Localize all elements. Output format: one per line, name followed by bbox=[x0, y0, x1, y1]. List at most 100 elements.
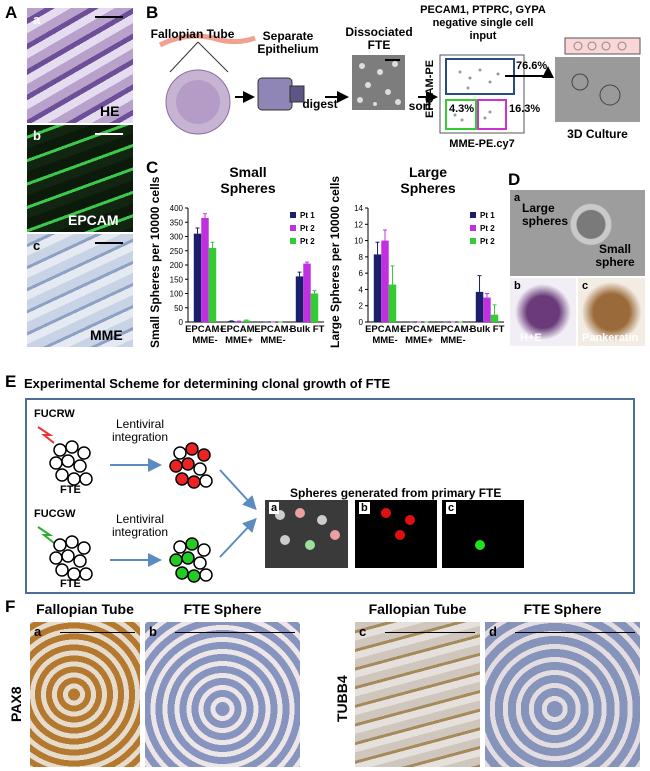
y-tick-label: 2 bbox=[359, 302, 364, 311]
legend-swatch bbox=[290, 225, 296, 231]
panel-title: Experimental Scheme for determining clon… bbox=[24, 376, 391, 391]
error-bar bbox=[390, 265, 395, 285]
legend-label: Pt 2 bbox=[300, 237, 315, 246]
epcam-image bbox=[27, 125, 133, 232]
column-icon bbox=[257, 77, 293, 111]
y-tick-label: 4 bbox=[359, 285, 364, 294]
y-tick-label: 100 bbox=[170, 290, 184, 299]
sublabel: c bbox=[359, 624, 367, 639]
y-tick-label: 250 bbox=[170, 247, 184, 256]
panel-label: C bbox=[146, 158, 159, 177]
marker-label: PAX8 bbox=[8, 686, 24, 722]
legend-swatch bbox=[470, 238, 476, 244]
y-tick-label: 150 bbox=[170, 275, 184, 284]
tissue-image bbox=[176, 80, 220, 124]
chart-title: Large Spheres bbox=[400, 164, 456, 196]
sublabel: b bbox=[359, 502, 370, 514]
stain-label: MME bbox=[90, 327, 123, 343]
label: 3D Culture bbox=[567, 127, 628, 141]
y-tick-label: 300 bbox=[170, 233, 184, 242]
sublabel: a bbox=[269, 502, 280, 514]
bar bbox=[201, 217, 209, 322]
label: Dissociated FTE bbox=[345, 25, 413, 52]
culture-image bbox=[555, 57, 640, 122]
panel-b-graphics bbox=[158, 33, 641, 135]
spheres-image bbox=[510, 190, 645, 276]
chart-title: Small Spheres bbox=[220, 164, 276, 196]
x-tick-label: Bulk FT bbox=[289, 324, 325, 335]
y-axis-label: Small Spheres per 10000 cells bbox=[148, 176, 162, 348]
y-tick-label: 200 bbox=[170, 261, 184, 270]
sublabel: a bbox=[33, 12, 41, 27]
y-tick-label: 10 bbox=[354, 237, 363, 246]
error-bar bbox=[305, 261, 309, 264]
gate-label: 16.3% bbox=[509, 103, 541, 115]
label: Small sphere bbox=[595, 242, 635, 269]
bar bbox=[483, 297, 491, 322]
scale-bar bbox=[95, 242, 123, 244]
label: Large spheres bbox=[522, 201, 569, 228]
legend-label: Pt 2 bbox=[480, 224, 495, 233]
chart-svg: 0 2 4 6 8 10 12 14 Pt 1 Pt 2 Pt 2 bbox=[354, 204, 504, 327]
tube-icon bbox=[158, 33, 256, 48]
sublabel: a bbox=[514, 192, 521, 204]
x-tick-label: EPCAM- MME- bbox=[434, 324, 472, 346]
label: FTE bbox=[60, 484, 81, 496]
label: PECAM1, PTPRC, GYPA negative single cell… bbox=[420, 4, 546, 42]
legend-label: Pt 1 bbox=[480, 211, 495, 220]
error-bar bbox=[297, 271, 302, 277]
scheme-box bbox=[25, 398, 635, 594]
y-tick-label: 8 bbox=[359, 253, 364, 262]
panel-label: E bbox=[5, 372, 17, 391]
bar bbox=[227, 321, 236, 322]
error-bar bbox=[312, 290, 317, 294]
sublabel: b bbox=[33, 128, 41, 143]
legend-swatch bbox=[290, 212, 296, 218]
legend-label: Pt 2 bbox=[480, 237, 495, 246]
tubb4-image bbox=[355, 622, 480, 767]
scale-bar bbox=[385, 632, 475, 633]
error-bar bbox=[195, 227, 200, 234]
bar bbox=[303, 263, 311, 322]
bar bbox=[381, 240, 389, 322]
scale-bar bbox=[95, 16, 123, 18]
bar bbox=[242, 320, 251, 322]
bar bbox=[475, 291, 484, 322]
tubb4-sphere-image bbox=[485, 622, 640, 767]
x-tick-label: EPCAM- MME+ bbox=[400, 324, 438, 346]
bar bbox=[373, 254, 382, 322]
error-bar bbox=[375, 241, 380, 255]
scale-bar bbox=[95, 133, 123, 135]
column-icon bbox=[289, 85, 305, 103]
legend-swatch bbox=[470, 212, 476, 218]
scale-bar bbox=[515, 632, 635, 633]
bar bbox=[295, 276, 304, 322]
sublabel: c bbox=[33, 238, 41, 253]
vector-label: FUCRW bbox=[34, 408, 75, 420]
sublabel: b bbox=[149, 624, 157, 639]
panel-label: D bbox=[508, 170, 521, 189]
marker-label: TUBB4 bbox=[334, 675, 350, 722]
chart: 0 2 4 6 8 10 12 14 Pt 1 Pt 2 Pt 2 Large Spheres Larg… bbox=[328, 164, 508, 362]
pointer bbox=[169, 41, 199, 73]
legend-label: Pt 1 bbox=[300, 211, 315, 220]
bar bbox=[310, 293, 319, 322]
gate bbox=[477, 99, 507, 130]
y-tick-label: 350 bbox=[170, 218, 184, 227]
stain-label: H+E bbox=[520, 332, 542, 344]
legend-swatch bbox=[470, 225, 476, 231]
axis-label: EPCAM-PE bbox=[424, 59, 436, 118]
panel-label: F bbox=[5, 597, 16, 616]
error-bar bbox=[210, 241, 215, 248]
sublabel: c bbox=[446, 502, 457, 514]
y-tick-label: 6 bbox=[359, 269, 364, 278]
chart-svg: 0 50 100 150 200 250 300 350 400 Pt 1 Pt 2 Pt 2 bbox=[170, 204, 324, 327]
panel-label: B bbox=[146, 3, 159, 22]
label: Lentiviral integration bbox=[111, 512, 169, 539]
he-image bbox=[510, 278, 576, 346]
scale-bar bbox=[175, 632, 295, 633]
pax8-sphere-image bbox=[145, 622, 300, 767]
bar bbox=[193, 233, 202, 322]
y-tick-label: 0 bbox=[179, 318, 184, 327]
